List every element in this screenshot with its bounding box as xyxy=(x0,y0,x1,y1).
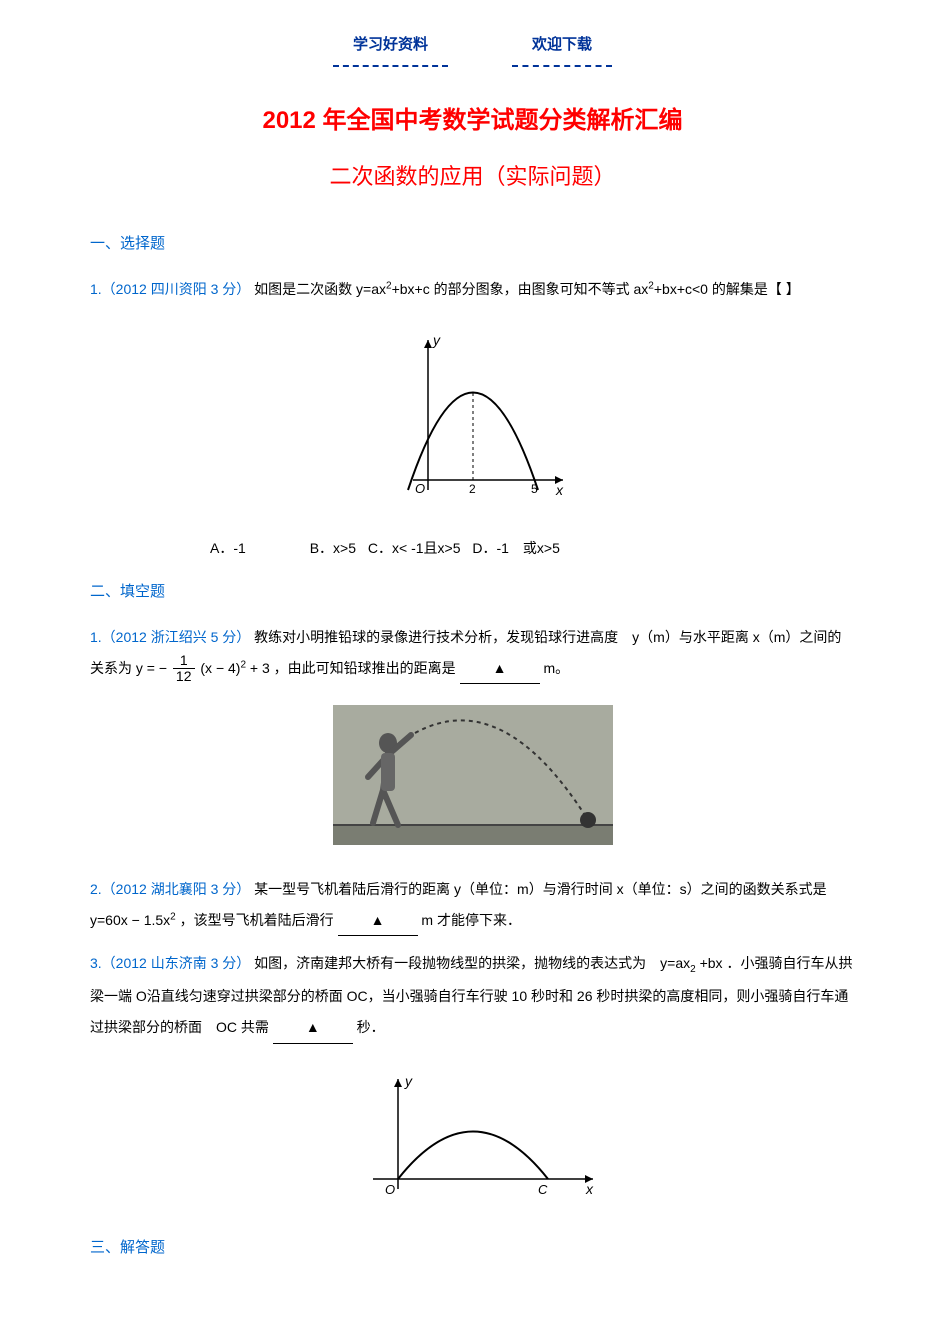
svg-text:y: y xyxy=(432,332,441,348)
svg-text:x: x xyxy=(585,1181,594,1197)
q2-1-formula-prefix: y = − xyxy=(136,660,167,676)
opt-c: C．x< -1且x>5 xyxy=(368,540,461,556)
q2-1-figure xyxy=(90,705,855,854)
svg-text:O: O xyxy=(415,481,425,496)
q2-1-source: 1.（2012 浙江绍兴 5 分） xyxy=(90,629,250,645)
header-right-text: 欢迎下载 xyxy=(512,30,612,67)
q2-1-formula-suffix: (x − 4) xyxy=(200,660,240,676)
section-3-header: 三、解答题 xyxy=(90,1233,855,1263)
q2-1-unit: m。 xyxy=(543,660,569,676)
sup-2d: 2 xyxy=(170,911,176,922)
svg-text:C: C xyxy=(538,1182,548,1197)
q2-3-text-a: 如图，济南建邦大桥有一段抛物线型的拱梁，抛物线的表达式为 y=ax xyxy=(254,955,690,971)
fraction-icon: 1 12 xyxy=(173,653,195,685)
main-title: 2012 年全国中考数学试题分类解析汇编 xyxy=(90,97,855,145)
section-1-header: 一、选择题 xyxy=(90,229,855,259)
blank-3: ▲ xyxy=(273,1012,353,1044)
q2-3-unit: 秒． xyxy=(357,1019,385,1035)
opt-a: A．-1 xyxy=(210,540,246,556)
q1-1-text-a: 如图是二次函数 y=ax xyxy=(254,281,386,297)
blank-2: ▲ xyxy=(338,905,418,937)
frac-den: 12 xyxy=(173,669,195,684)
bridge-parabola-icon: y x O C xyxy=(343,1064,603,1204)
q2-3-source: 3.（2012 山东济南 3 分） xyxy=(90,955,250,971)
opt-d: D．-1 或x>5 xyxy=(472,540,560,556)
shotput-illustration-icon xyxy=(333,705,613,845)
q1-1-options: A．-1 B．x>5 C．x< -1且x>5 D．-1 或x>5 xyxy=(210,534,855,562)
sup-2c: 2 xyxy=(240,659,246,670)
svg-text:y: y xyxy=(404,1073,413,1089)
svg-text:5: 5 xyxy=(531,482,538,496)
question-2-2: 2.（2012 湖北襄阳 3 分） 某一型号飞机着陆后滑行的距离 y（单位：m）… xyxy=(90,874,855,937)
svg-text:x: x xyxy=(555,482,564,498)
page-header: 学习好资料 欢迎下载 xyxy=(90,30,855,67)
sub-title: 二次函数的应用（实际问题） xyxy=(90,155,855,199)
parabola-chart-icon: y x O 2 5 xyxy=(373,325,573,505)
q2-2-unit: m 才能停下来． xyxy=(421,912,521,928)
svg-text:O: O xyxy=(385,1182,395,1197)
q1-1-text-b: +bx+c 的部分图象，由图象可知不等式 ax xyxy=(392,281,649,297)
section-2-header: 二、填空题 xyxy=(90,577,855,607)
q2-2-text-b: ，该型号飞机着陆后滑行 xyxy=(180,912,338,928)
question-2-1: 1.（2012 浙江绍兴 5 分） 教练对小明推铅球的录像进行技术分析，发现铅球… xyxy=(90,622,855,685)
q2-1-formula-tail: + 3 ，由此可知铅球推出的距离是 xyxy=(250,660,460,676)
svg-text:2: 2 xyxy=(469,482,476,496)
question-1-1: 1.（2012 四川资阳 3 分） 如图是二次函数 y=ax2+bx+c 的部分… xyxy=(90,274,855,305)
blank-1: ▲ xyxy=(460,653,540,685)
q1-1-source: 1.（2012 四川资阳 3 分） xyxy=(90,281,250,297)
frac-num: 1 xyxy=(173,653,195,669)
sub-2: 2 xyxy=(690,964,696,975)
q1-1-text-c: +bx+c<0 的解集是【 】 xyxy=(654,281,800,297)
q2-2-source: 2.（2012 湖北襄阳 3 分） xyxy=(90,881,250,897)
header-left-text: 学习好资料 xyxy=(333,30,448,67)
q2-3-figure: y x O C xyxy=(90,1064,855,1213)
opt-b: B．x>5 xyxy=(310,540,356,556)
question-2-3: 3.（2012 山东济南 3 分） 如图，济南建邦大桥有一段抛物线型的拱梁，抛物… xyxy=(90,948,855,1043)
q1-1-figure: y x O 2 5 xyxy=(90,325,855,514)
